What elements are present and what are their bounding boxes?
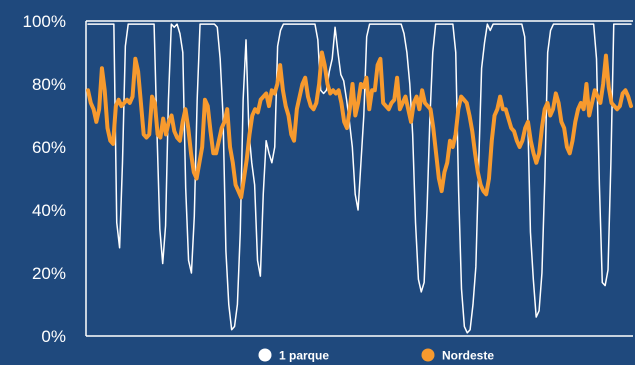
legend-label-2: Nordeste <box>442 349 494 363</box>
plot-area-border <box>85 20 633 337</box>
legend-marker-1 <box>258 348 272 362</box>
y-tick-label: 80% <box>32 75 66 94</box>
y-tick-label: 60% <box>32 138 66 157</box>
y-tick-label: 40% <box>32 201 66 220</box>
y-tick-label: 20% <box>32 264 66 283</box>
legend-label-1: 1 parque <box>279 349 329 363</box>
y-axis-ticks: 0% 20% 40% 60% 80% 100% <box>23 12 66 346</box>
series-line-2 <box>86 50 633 200</box>
y-tick-label: 100% <box>23 12 66 31</box>
y-tick-label: 0% <box>41 327 66 346</box>
series-layer <box>86 23 633 334</box>
legend-marker-2 <box>421 348 435 362</box>
legend: 1 parque Nordeste <box>258 348 494 363</box>
series-line-1 <box>87 23 632 334</box>
